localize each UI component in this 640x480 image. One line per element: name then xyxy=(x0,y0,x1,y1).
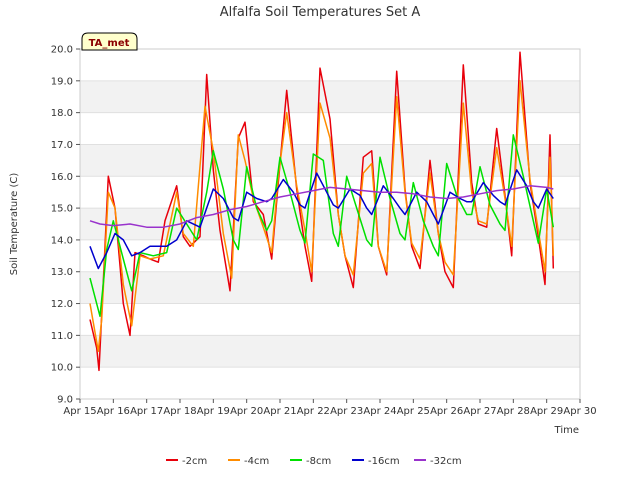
x-tick-label: Apr 28 xyxy=(497,406,530,417)
y-tick-label: 17.0 xyxy=(51,140,73,151)
legend-label: -2cm xyxy=(182,456,207,467)
x-tick-label: Apr 27 xyxy=(463,406,496,417)
ta-met-badge: TA_met xyxy=(81,32,138,51)
chart-title: Alfalfa Soil Temperatures Set A xyxy=(220,5,421,20)
x-tick-label: Apr 26 xyxy=(430,406,463,417)
y-tick-label: 11.0 xyxy=(51,331,73,342)
grid-band xyxy=(80,144,580,177)
y-tick-label: 18.0 xyxy=(51,108,73,119)
x-tick-label: Apr 19 xyxy=(197,406,230,417)
y-tick-label: 13.0 xyxy=(51,267,73,278)
y-tick-label: 19.0 xyxy=(51,76,73,87)
y-axis-label: Soil Temperature (C) xyxy=(9,173,20,276)
y-tick-label: 15.0 xyxy=(51,204,73,215)
plot-frame xyxy=(79,48,581,400)
grid-band xyxy=(80,335,580,368)
x-tick-label: Apr 23 xyxy=(330,406,363,417)
y-tick-label: 12.0 xyxy=(51,299,73,310)
legend: -2cm -4cm -8cm -16cm -32cm xyxy=(166,456,462,467)
y-axis: 9.0 10.0 11.0 12.0 13.0 14.0 15.0 16.0 17.0 18.0 1… xyxy=(51,45,80,406)
series-line-minus-8cm xyxy=(89,134,555,318)
x-tick-label: Apr 24 xyxy=(363,406,396,417)
y-tick-label: 10.0 xyxy=(51,363,73,374)
x-tick-label: Apr 15 xyxy=(63,406,96,417)
y-tick-label: 14.0 xyxy=(51,235,73,246)
legend-label: -8cm xyxy=(306,456,331,467)
x-tick-label: Apr 18 xyxy=(163,406,196,417)
x-tick-label: Apr 21 xyxy=(263,406,296,417)
x-tick-label: Apr 22 xyxy=(297,406,330,417)
x-tick-label: Apr 25 xyxy=(397,406,430,417)
x-tick-label: Apr 29 xyxy=(530,406,563,417)
series-line-minus-32cm xyxy=(89,185,554,228)
ta-met-badge-label: TA_met xyxy=(89,38,130,49)
series-lines xyxy=(89,51,555,372)
x-tick-label: Apr 16 xyxy=(97,406,130,417)
series-line-minus-16cm xyxy=(89,169,554,270)
x-axis: Apr 15 Apr 16 Apr 17 Apr 18 Apr 19 Apr 20 Apr … xyxy=(63,399,597,417)
x-tick-label: Apr 20 xyxy=(230,406,263,417)
legend-label: -32cm xyxy=(430,456,462,467)
x-axis-label: Time xyxy=(554,425,579,436)
series-line-minus-4cm xyxy=(89,80,555,353)
grid-band xyxy=(80,271,580,304)
y-tick-label: 9.0 xyxy=(57,395,73,406)
legend-label: -16cm xyxy=(368,456,400,467)
legend-label: -4cm xyxy=(244,456,269,467)
y-tick-label: 16.0 xyxy=(51,172,73,183)
x-tick-label: Apr 17 xyxy=(130,406,163,417)
y-tick-label: 20.0 xyxy=(51,45,73,56)
grid-band xyxy=(80,80,580,113)
x-tick-label: Apr 30 xyxy=(563,406,596,417)
